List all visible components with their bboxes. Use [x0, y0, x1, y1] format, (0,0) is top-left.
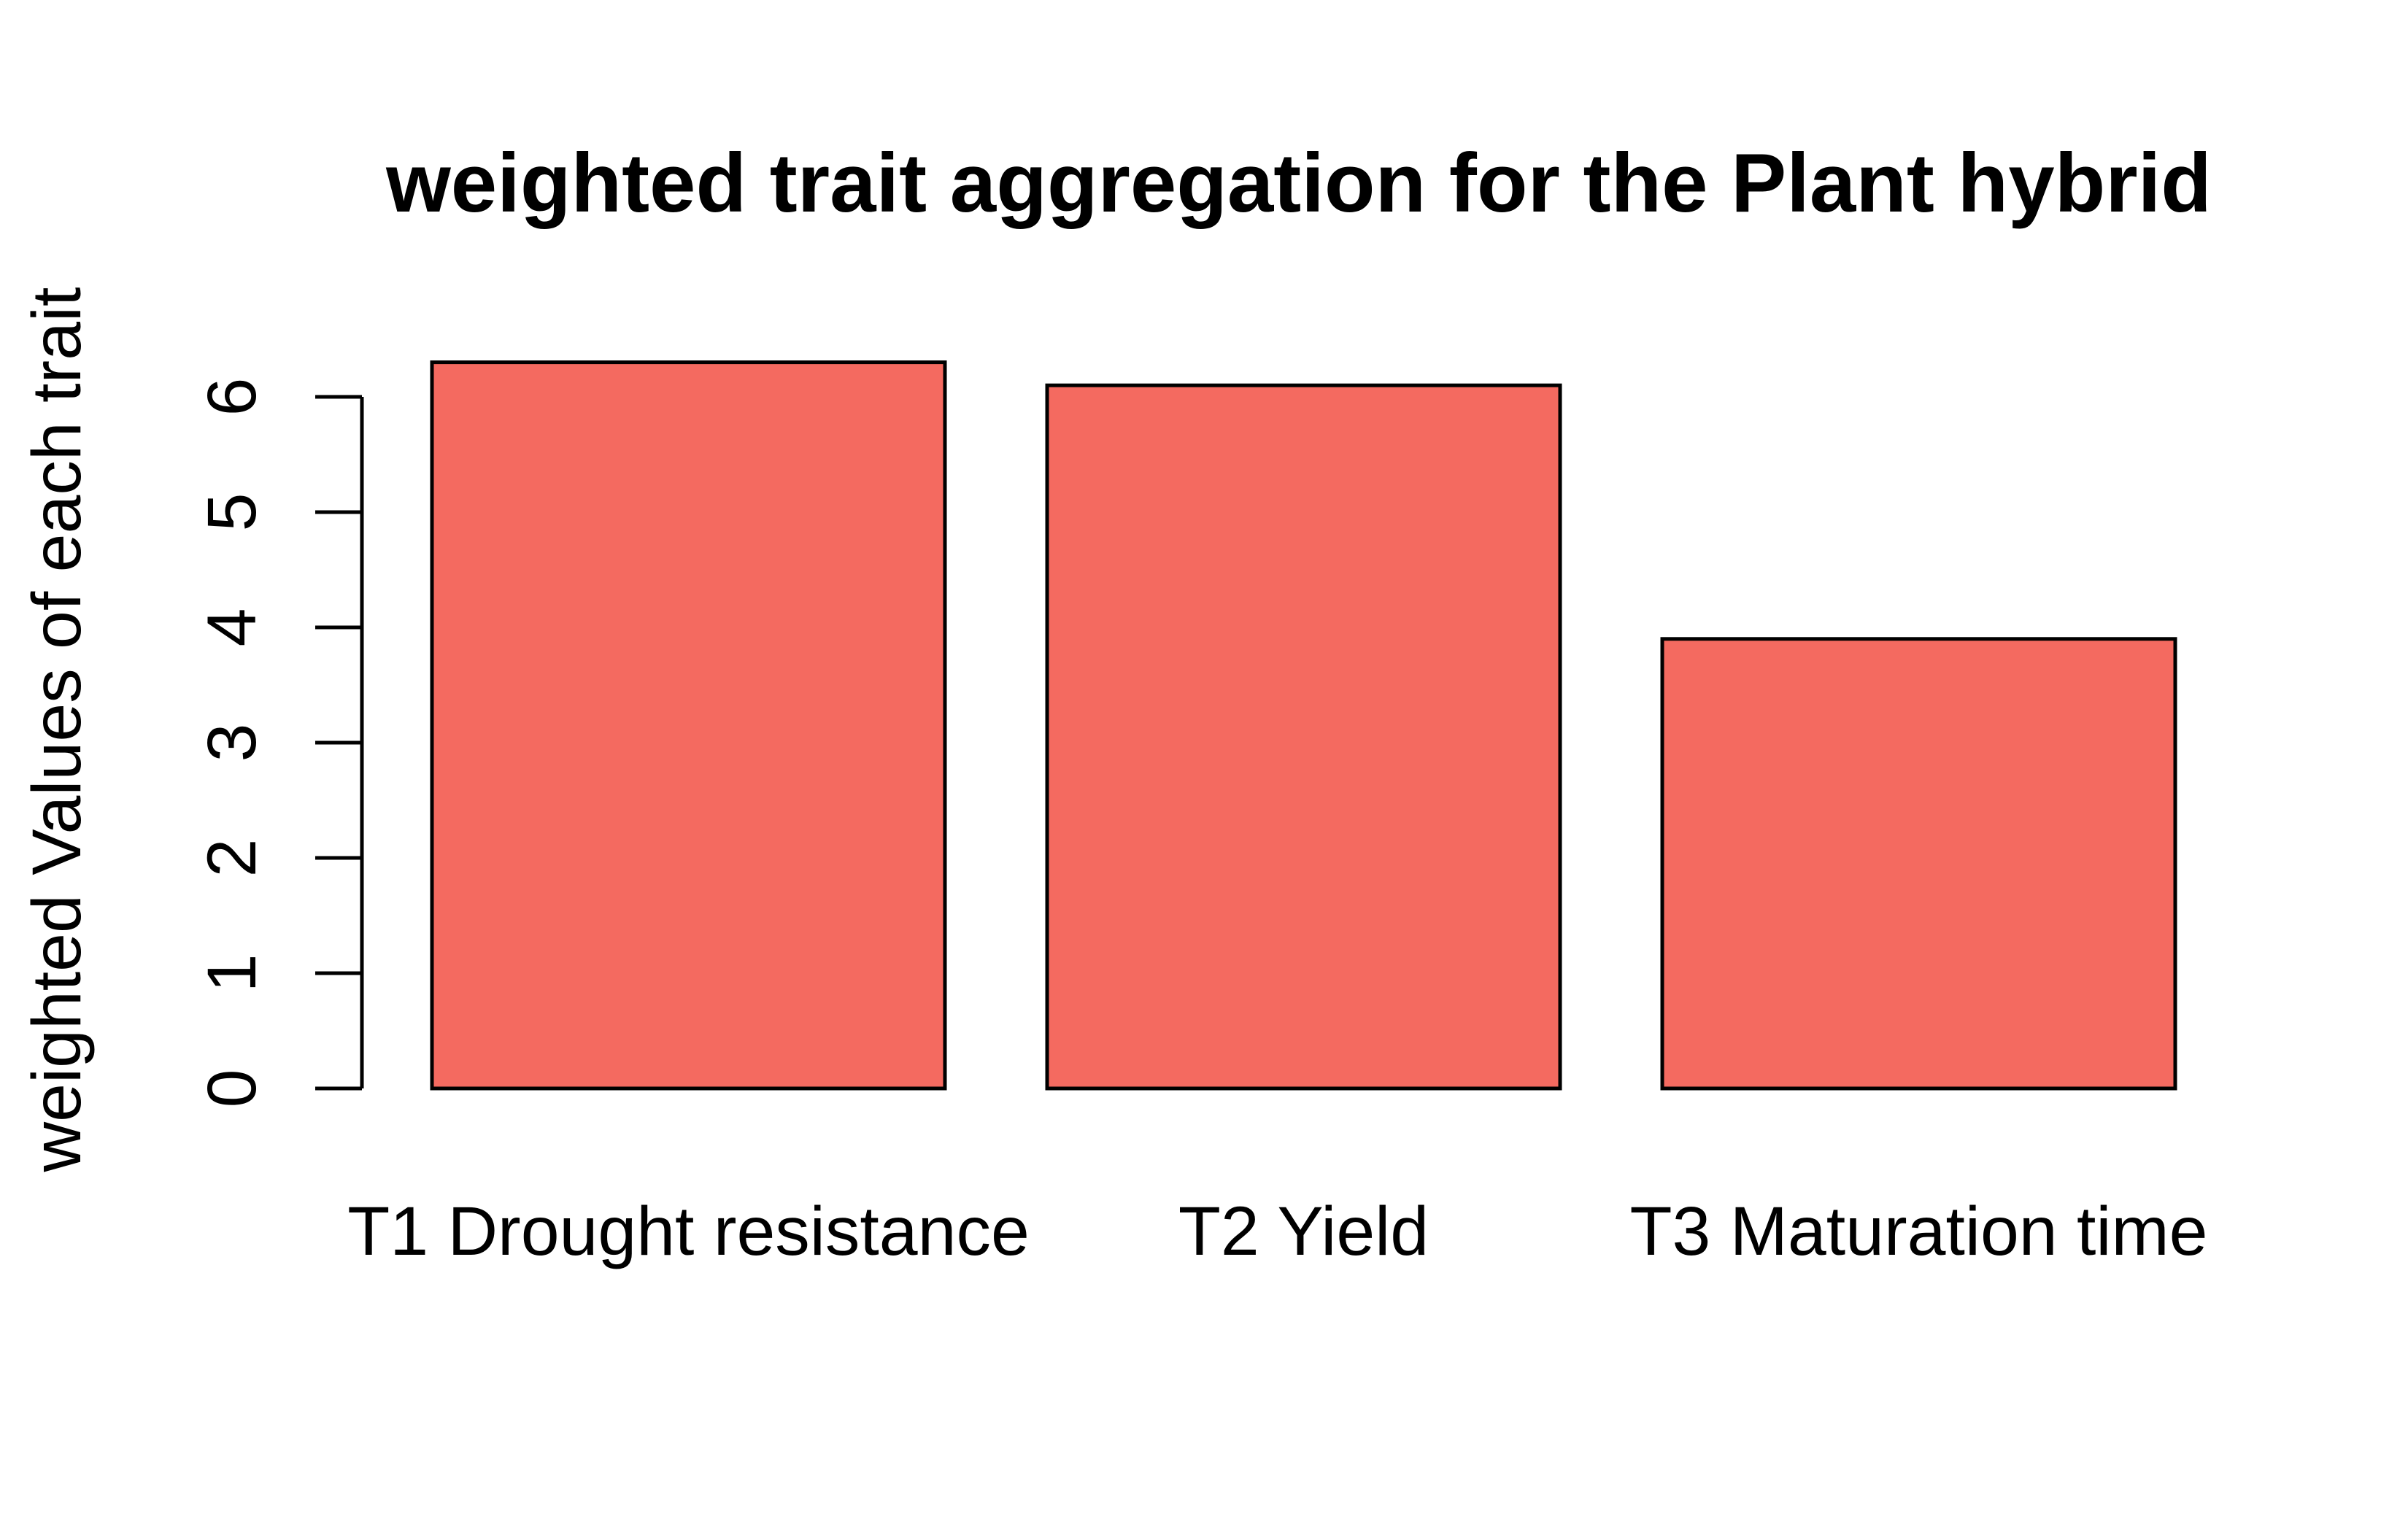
y-tick-label: 0	[193, 1069, 271, 1108]
y-axis-label: weighted Values of each trait	[18, 287, 96, 1173]
y-tick-label: 3	[193, 724, 271, 762]
x-category-label: T2 Yield	[1178, 1193, 1429, 1270]
y-axis: 0 1 2 3 4 5 6	[193, 378, 364, 1108]
y-tick-label: 1	[193, 954, 271, 993]
bar	[430, 360, 947, 1091]
chart-title: weighted trait aggregation for the Plant…	[385, 137, 2212, 230]
y-tick-label: 4	[193, 608, 271, 647]
x-category-label: T1 Drought resistance	[347, 1193, 1030, 1270]
y-tick-label: 2	[193, 839, 271, 878]
category-labels: T1 Drought resistance T2 Yield T3 Maturati…	[347, 1193, 2207, 1270]
bar	[1660, 637, 2177, 1091]
y-tick-label: 6	[193, 378, 271, 417]
bars-group	[430, 360, 2177, 1091]
bar	[1045, 383, 1562, 1091]
x-category-label: T3 Maturation time	[1630, 1193, 2208, 1270]
y-tick-label: 5	[193, 493, 271, 532]
